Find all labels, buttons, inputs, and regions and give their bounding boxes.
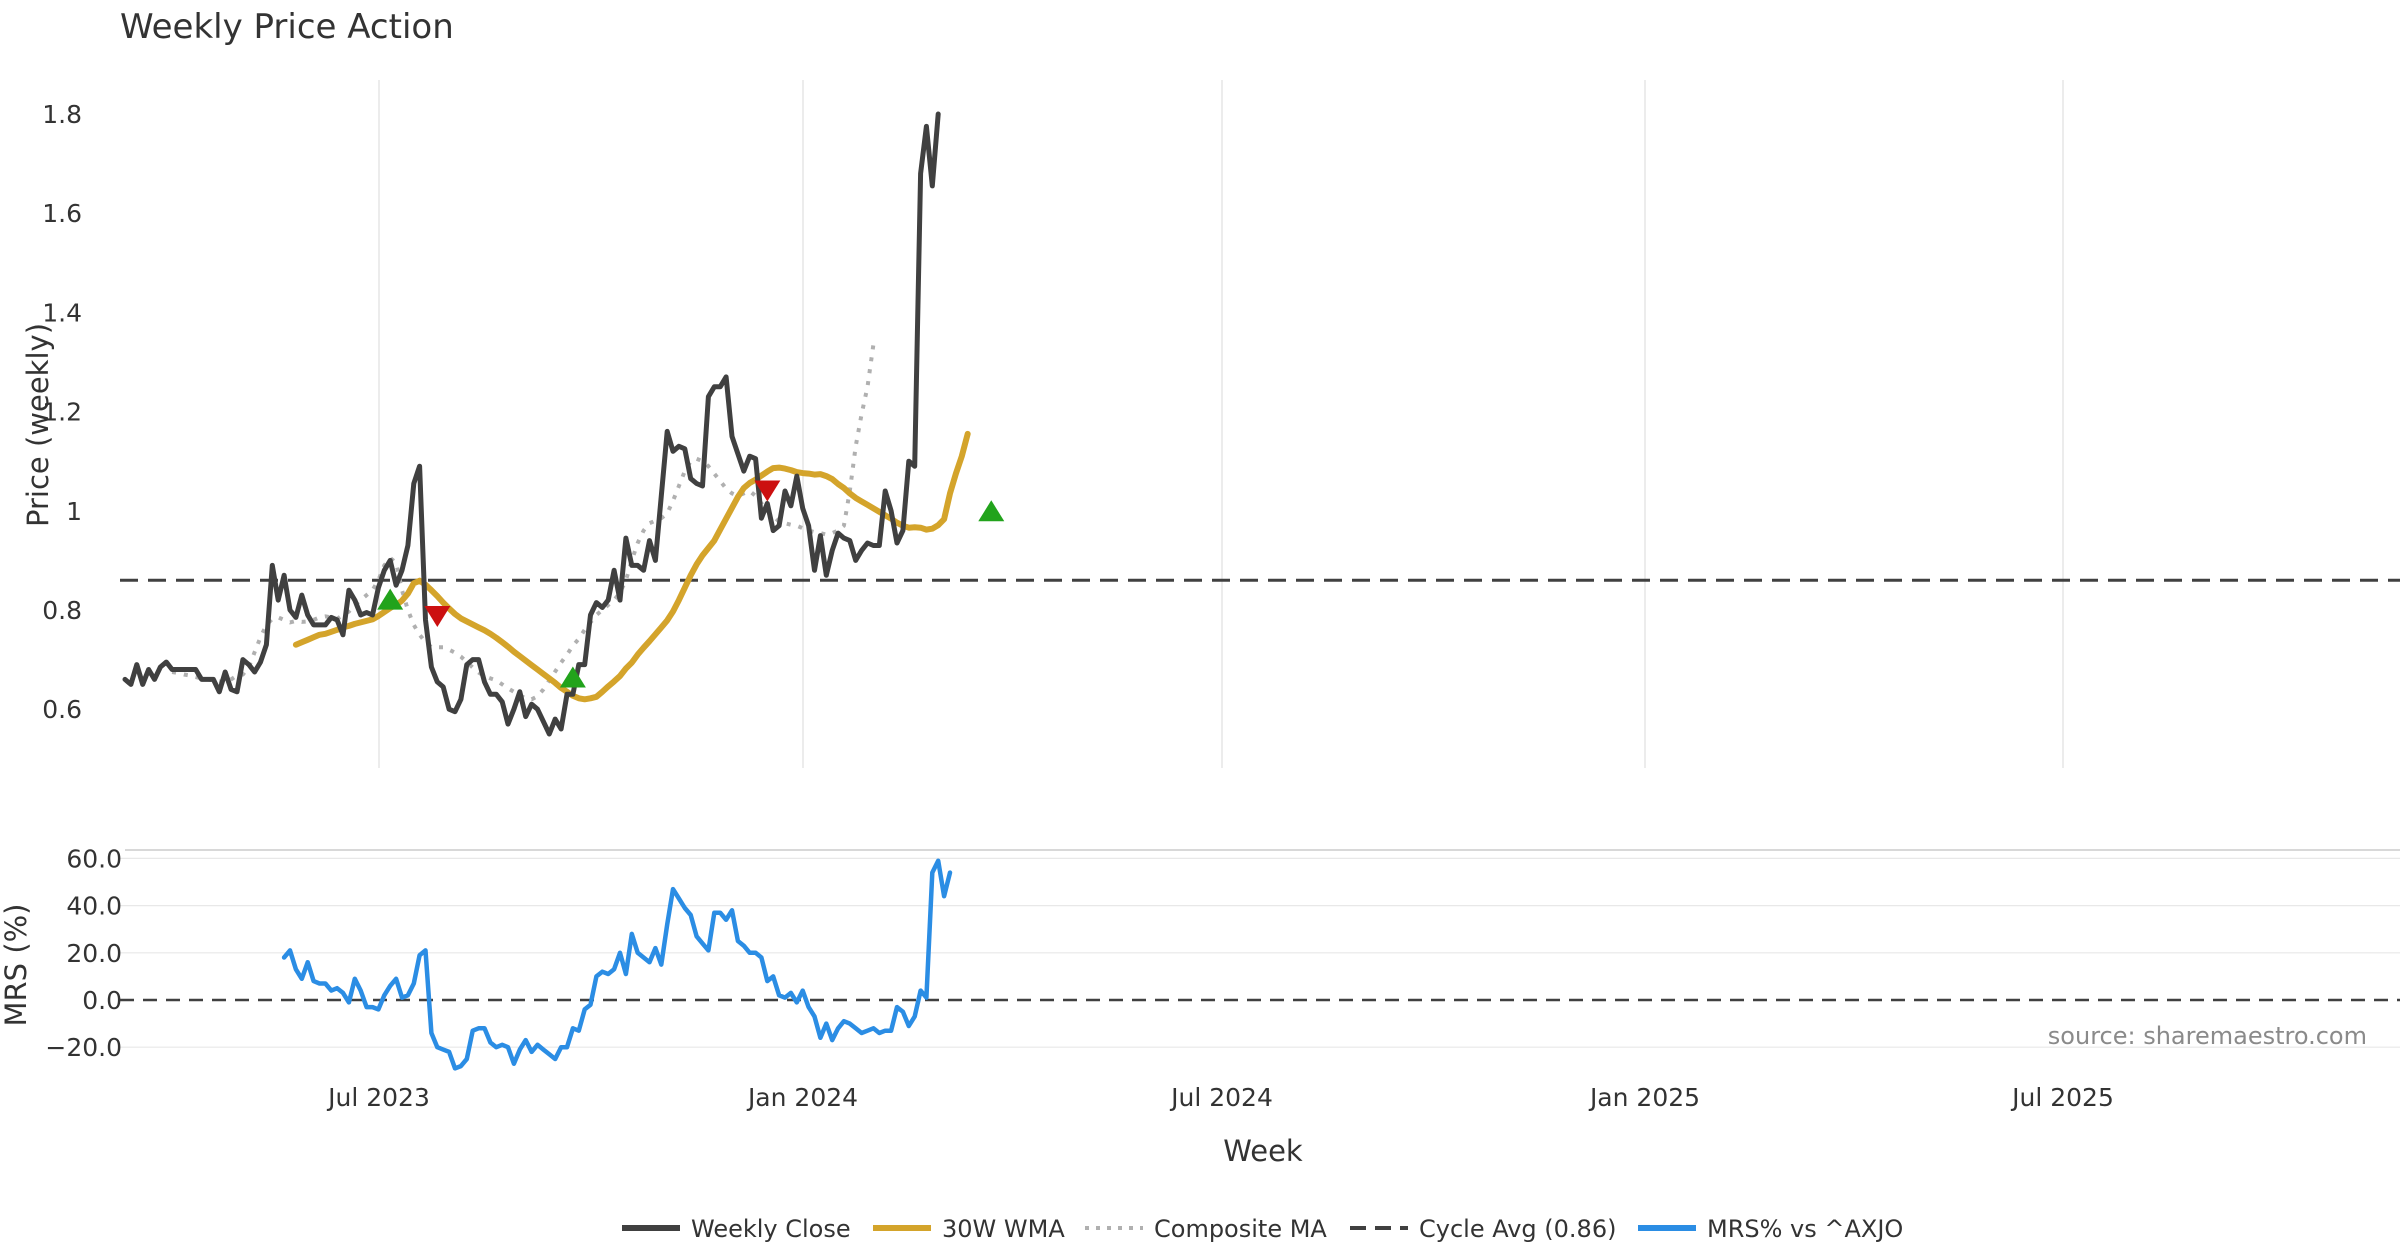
price-y-tick-label: 1 (66, 497, 82, 526)
legend-label: Cycle Avg (0.86) (1419, 1215, 1616, 1243)
30w-wma-line (292, 430, 971, 703)
mrs-gridlines (120, 857, 2400, 1048)
price-y-tick-label: 1.2 (42, 398, 82, 427)
price-y-tick-label: 1.4 (42, 298, 82, 327)
mrs-y-tick-label: 60.0 (66, 844, 122, 873)
mrs-y-tick-label: 40.0 (66, 892, 122, 921)
price-y-ticks: 0.6 0.8 1 1.2 1.4 1.6 1.8 (42, 100, 82, 724)
x-tick-label: Jan 2024 (746, 1083, 858, 1112)
signal-markers (377, 480, 1005, 688)
x-tick-label: Jul 2024 (1169, 1083, 1273, 1112)
price-y-axis-title: Price (weekly) (21, 323, 55, 527)
x-tick-label: Jul 2023 (326, 1083, 430, 1112)
price-y-tick-label: 0.8 (42, 596, 82, 625)
x-axis-title: Week (1223, 1134, 1303, 1168)
legend-label: Composite MA (1154, 1215, 1327, 1243)
source-credit: source: sharemaestro.com (2048, 1022, 2367, 1050)
sell-signal-marker (424, 605, 451, 627)
mrs-line (281, 858, 953, 1071)
price-gridlines (378, 80, 2064, 768)
weekly-close-line (122, 111, 941, 737)
chart-title: Weekly Price Action (120, 7, 454, 47)
price-y-tick-label: 0.6 (42, 695, 82, 724)
legend-label: 30W WMA (942, 1215, 1065, 1243)
x-tick-label: Jul 2025 (2010, 1083, 2114, 1112)
legend: Weekly Close 30W WMA Composite MA Cycle Avg… (622, 1215, 1903, 1243)
buy-signal-marker (559, 666, 586, 688)
mrs-y-tick-label: 20.0 (66, 939, 122, 968)
legend-label: Weekly Close (691, 1215, 851, 1243)
price-series (122, 111, 971, 737)
legend-label: MRS% vs ^AXJO (1707, 1215, 1903, 1243)
composite-ma-line (171, 344, 876, 702)
mrs-panel: −20.0 0.0 20.0 40.0 60.0 MRS (%) source: sha… (0, 844, 2400, 1071)
mrs-y-tick-label: −20.0 (45, 1033, 122, 1062)
price-y-tick-label: 1.6 (42, 199, 82, 228)
mrs-y-axis-title: MRS (%) (0, 904, 33, 1027)
mrs-y-tick-label: 0.0 (82, 986, 122, 1015)
mrs-series (281, 858, 953, 1071)
x-tick-label: Jan 2025 (1588, 1083, 1700, 1112)
buy-signal-marker (377, 588, 404, 610)
buy-signal-marker (978, 500, 1005, 522)
x-axis-ticks: Jul 2023 Jan 2024 Jul 2024 Jan 2025 Jul 2025 (326, 1083, 2114, 1112)
price-panel: 0.6 0.8 1 1.2 1.4 1.6 1.8 Price (weekly) (21, 80, 2400, 768)
price-y-tick-label: 1.8 (42, 100, 82, 129)
mrs-y-ticks: −20.0 0.0 20.0 40.0 60.0 (45, 844, 122, 1062)
sell-signal-marker (754, 480, 781, 502)
